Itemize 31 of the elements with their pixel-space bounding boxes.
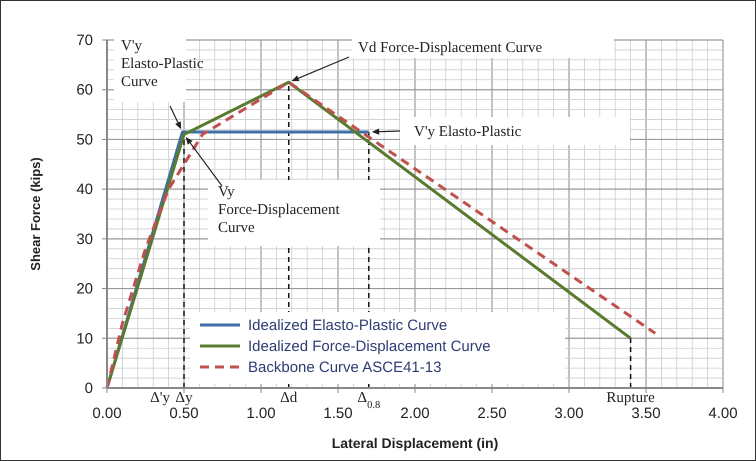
y-tick-label: 30 <box>76 230 93 248</box>
x-tick-label: 1.50 <box>323 405 353 422</box>
y-tick-label: 40 <box>76 181 93 198</box>
y-tick-label: 20 <box>76 280 93 298</box>
annotation: Vy Force-Displacement Curve <box>218 184 340 236</box>
x-tick-label: 2.00 <box>400 405 430 422</box>
x-tick-label: 3.00 <box>554 405 584 422</box>
annotation: Δy <box>175 390 194 406</box>
y-tick-label: 70 <box>76 32 93 49</box>
x-tick-label: 1.00 <box>246 405 276 422</box>
annotation: Rupture <box>606 390 656 406</box>
annotation: Δd <box>280 390 298 406</box>
annotation: Δ$_{0.8}$ <box>357 390 380 410</box>
annotation: Vd Force-Displacement Curve <box>358 40 542 56</box>
y-axis-title: Shear Force (kips) <box>28 157 43 271</box>
x-tick-label: 0.50 <box>169 405 199 422</box>
legend-label: Idealized Elasto-Plastic Curve <box>248 317 448 334</box>
y-tick-label: 50 <box>76 131 93 148</box>
x-tick-label: 3.50 <box>631 405 661 422</box>
y-tick-label: 10 <box>76 330 93 348</box>
text: Δ'y <box>150 390 170 406</box>
annotation: V'y Elasto-Plastic Curve <box>121 38 204 90</box>
x-tick-label: 4.00 <box>708 405 738 422</box>
annotation: V'y Elasto-Plastic <box>414 124 522 140</box>
y-tick-label: 60 <box>76 82 93 99</box>
x-axis-title: Lateral Displacement (in) <box>332 435 498 451</box>
x-tick-label: 0.00 <box>92 405 122 422</box>
x-tick-label: 2.50 <box>477 405 507 422</box>
legend-label: Idealized Force-Displacement Curve <box>248 338 491 355</box>
y-tick-label: 0 <box>84 380 93 397</box>
legend-label: Backbone Curve ASCE41-13 <box>248 359 442 376</box>
